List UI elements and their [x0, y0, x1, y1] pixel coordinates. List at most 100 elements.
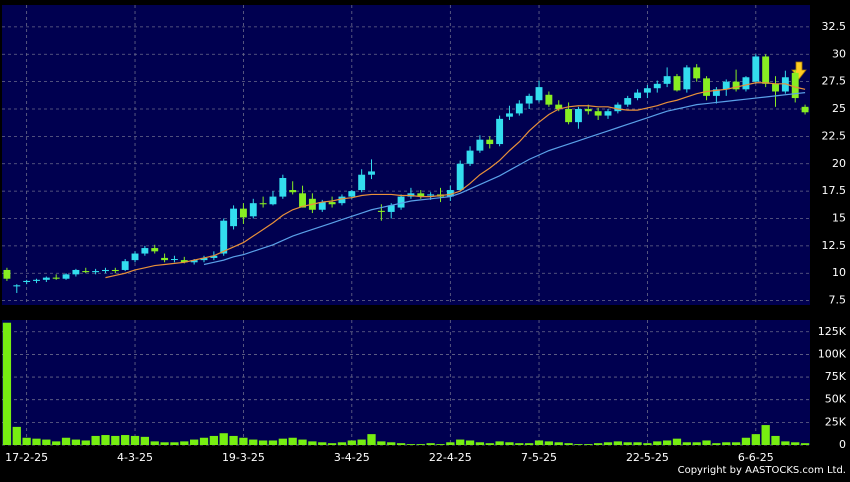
y-tick-label: 30 — [832, 47, 846, 60]
candle-body — [683, 67, 691, 90]
y-tick-label: 27.5 — [822, 75, 847, 88]
candle-body — [348, 191, 356, 197]
volume-bar — [662, 440, 672, 445]
price-panel — [2, 5, 810, 305]
y-tick-label: 25K — [825, 415, 847, 428]
volume-bar — [239, 437, 248, 445]
volume-bar — [741, 437, 751, 445]
candle-body — [594, 111, 602, 116]
candle-body — [33, 279, 40, 281]
candle-body — [663, 76, 671, 84]
volume-bar — [791, 442, 800, 445]
y-tick-label: 20 — [832, 157, 846, 170]
y-tick-label: 7.5 — [829, 294, 847, 307]
candle-body — [732, 81, 740, 90]
volume-bar — [337, 442, 347, 445]
candle-body — [92, 271, 100, 273]
candle-body — [634, 92, 642, 99]
candle-body — [712, 89, 720, 96]
volume-bar — [347, 440, 356, 445]
y-tick-label: 15 — [832, 212, 846, 225]
volume-bar — [160, 442, 169, 445]
volume-bar — [121, 435, 130, 445]
candle-body — [791, 72, 799, 99]
volume-bar — [318, 442, 327, 445]
candle-body — [456, 163, 464, 191]
volume-bar — [722, 442, 731, 445]
x-tick-label: 6-6-25 — [738, 451, 774, 464]
candle-body — [506, 113, 513, 117]
candle-body — [742, 77, 750, 90]
y-tick-label: 25 — [832, 102, 846, 115]
candle-body — [141, 248, 149, 254]
candle-body — [62, 274, 70, 279]
candle-body — [220, 220, 228, 254]
candle-body — [643, 88, 651, 93]
candle-body — [279, 177, 287, 197]
candle-body — [387, 205, 395, 212]
candle-body — [23, 280, 31, 283]
y-tick-label: 32.5 — [822, 20, 847, 33]
volume-bar — [377, 441, 386, 445]
volume-bar — [140, 436, 150, 445]
volume-bar — [613, 441, 622, 445]
candle-body — [604, 111, 612, 116]
candle-body — [515, 103, 523, 114]
volume-bar — [564, 443, 573, 445]
volume-bar — [603, 442, 613, 445]
candle-body — [752, 56, 760, 82]
x-tick-label: 4-3-25 — [117, 451, 153, 464]
volume-bar — [485, 443, 494, 445]
candle-body — [693, 67, 701, 79]
volume-bar — [308, 441, 317, 445]
volume-bar — [446, 442, 455, 445]
moving-average-line — [203, 91, 806, 266]
volume-bar — [12, 426, 21, 445]
candle-body — [397, 196, 405, 208]
y-tick-label: 0 — [839, 438, 846, 451]
volume-bar — [229, 435, 238, 445]
candle-body — [496, 118, 504, 145]
candle-body — [358, 174, 366, 191]
volume-bar — [781, 441, 790, 445]
x-tick-label: 3-4-25 — [334, 451, 370, 464]
volume-bar — [692, 442, 701, 445]
volume-bar — [465, 440, 475, 445]
x-tick-label: 22-4-25 — [429, 451, 472, 464]
volume-bar — [249, 439, 258, 445]
candle-body — [239, 208, 247, 218]
volume-bar — [751, 434, 760, 445]
candle-body — [427, 194, 435, 196]
candle-body — [72, 269, 80, 275]
candle-body — [476, 139, 484, 151]
candle-body — [161, 257, 169, 261]
volume-bar — [209, 435, 218, 445]
candle-body — [180, 260, 188, 263]
candle-body — [3, 269, 11, 279]
candle-body — [42, 277, 50, 280]
y-tick-label: 22.5 — [822, 129, 847, 142]
candle-body — [299, 193, 306, 208]
y-tick-label: 100K — [818, 347, 847, 360]
candle-body — [653, 83, 661, 89]
volume-bar — [288, 437, 297, 445]
moving-average-line — [105, 82, 806, 279]
volume-bar — [594, 443, 603, 445]
volume-bar — [554, 442, 563, 445]
y-tick-label: 17.5 — [822, 184, 847, 197]
volume-bar — [574, 444, 583, 445]
candle-body — [289, 190, 297, 193]
y-tick-label: 125K — [818, 325, 847, 338]
volume-bar — [130, 435, 140, 445]
x-tick-label: 17-2-25 — [5, 451, 48, 464]
candle-body — [446, 190, 454, 197]
volume-bar — [800, 443, 810, 445]
volume-bar — [219, 433, 228, 445]
candle-body — [318, 202, 326, 210]
volume-bar — [396, 443, 406, 445]
candle-body — [801, 106, 809, 113]
candle-body — [565, 109, 573, 123]
candle-body — [111, 269, 119, 272]
volume-bar — [101, 435, 110, 445]
